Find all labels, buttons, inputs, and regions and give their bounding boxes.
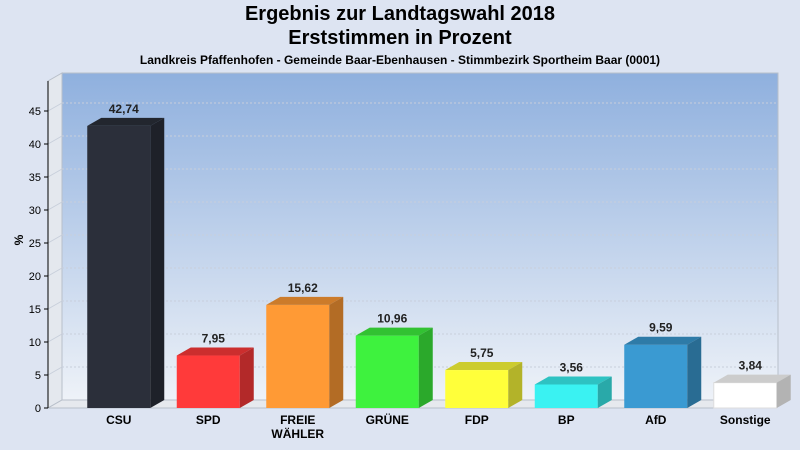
bar-side — [418, 327, 433, 408]
y-tick-label: 35 — [29, 172, 41, 184]
bar-side — [687, 336, 702, 408]
bar — [534, 376, 612, 408]
y-tick-label: 5 — [35, 370, 41, 382]
bar-top — [445, 362, 523, 371]
y-tick-label: 10 — [29, 337, 41, 349]
y-tick-label: 25 — [29, 238, 41, 250]
data-label: 42,74 — [109, 102, 139, 116]
gridline-side — [47, 201, 63, 211]
chart-title: Ergebnis zur Landtagswahl 2018 — [244, 3, 556, 25]
bar — [176, 347, 254, 408]
bar — [624, 336, 702, 408]
bar-side — [239, 347, 254, 408]
y-tick-label: 30 — [29, 205, 41, 217]
chart-caption: Landkreis Pfaffenhofen - Gemeinde Baar-E… — [139, 53, 661, 67]
data-label: 9,59 — [649, 321, 673, 335]
gridline-side — [47, 135, 63, 145]
y-tick-label: 15 — [29, 304, 41, 316]
bar — [445, 362, 523, 408]
gridline-side — [47, 300, 63, 310]
bar-top — [87, 117, 165, 126]
x-tick-label: CSU — [106, 413, 131, 427]
x-tick-label: FDP — [465, 413, 489, 427]
data-label: 7,95 — [202, 332, 226, 346]
y-axis-label: % — [12, 234, 26, 245]
bar-front — [534, 384, 598, 408]
bar-side — [329, 296, 344, 408]
data-label: 5,75 — [470, 346, 494, 360]
bar — [87, 117, 165, 408]
chart-subtitle: Erststimmen in Prozent — [288, 27, 512, 49]
bar-front — [176, 355, 240, 408]
x-tick-label: Sonstige — [720, 413, 771, 427]
bar-top — [176, 347, 254, 356]
gridline-side — [47, 102, 63, 112]
bar-top — [624, 336, 702, 345]
x-tick-label: AfD — [645, 413, 667, 427]
bar-front — [87, 125, 151, 408]
x-tick-label: GRÜNE — [366, 412, 409, 427]
gridline-side — [47, 366, 63, 376]
x-tick-label: BP — [558, 413, 575, 427]
bar-side — [508, 362, 523, 408]
bar-side — [776, 374, 791, 408]
bar-top — [355, 327, 433, 336]
x-tick-label: FREIE WÄHLER — [271, 413, 324, 441]
data-label: 10,96 — [377, 312, 407, 326]
gridline-side — [47, 333, 63, 343]
y-tick-label: 0 — [35, 403, 41, 415]
x-tick-label: SPD — [196, 413, 221, 427]
bar-front — [266, 304, 330, 408]
bar-side — [597, 376, 612, 408]
data-label: 3,84 — [739, 359, 763, 373]
bar-top — [713, 374, 791, 383]
bar — [713, 374, 791, 409]
plot-side-wall — [47, 72, 63, 409]
bar — [266, 296, 344, 408]
bar-front — [355, 335, 419, 408]
gridline-side — [47, 168, 63, 178]
bar-front — [713, 382, 778, 409]
bar-side — [150, 117, 165, 408]
data-label: 3,56 — [560, 361, 584, 375]
bar-front — [445, 370, 509, 408]
bar-top — [266, 296, 344, 305]
bar — [355, 327, 433, 408]
bar-front — [624, 344, 688, 408]
y-tick-label: 40 — [29, 139, 41, 151]
y-tick-label: 20 — [29, 271, 41, 283]
gridline-side — [47, 267, 63, 277]
bar-top — [534, 376, 612, 385]
data-label: 15,62 — [288, 281, 318, 295]
y-tick-label: 45 — [29, 106, 41, 118]
gridline-side — [47, 234, 63, 244]
